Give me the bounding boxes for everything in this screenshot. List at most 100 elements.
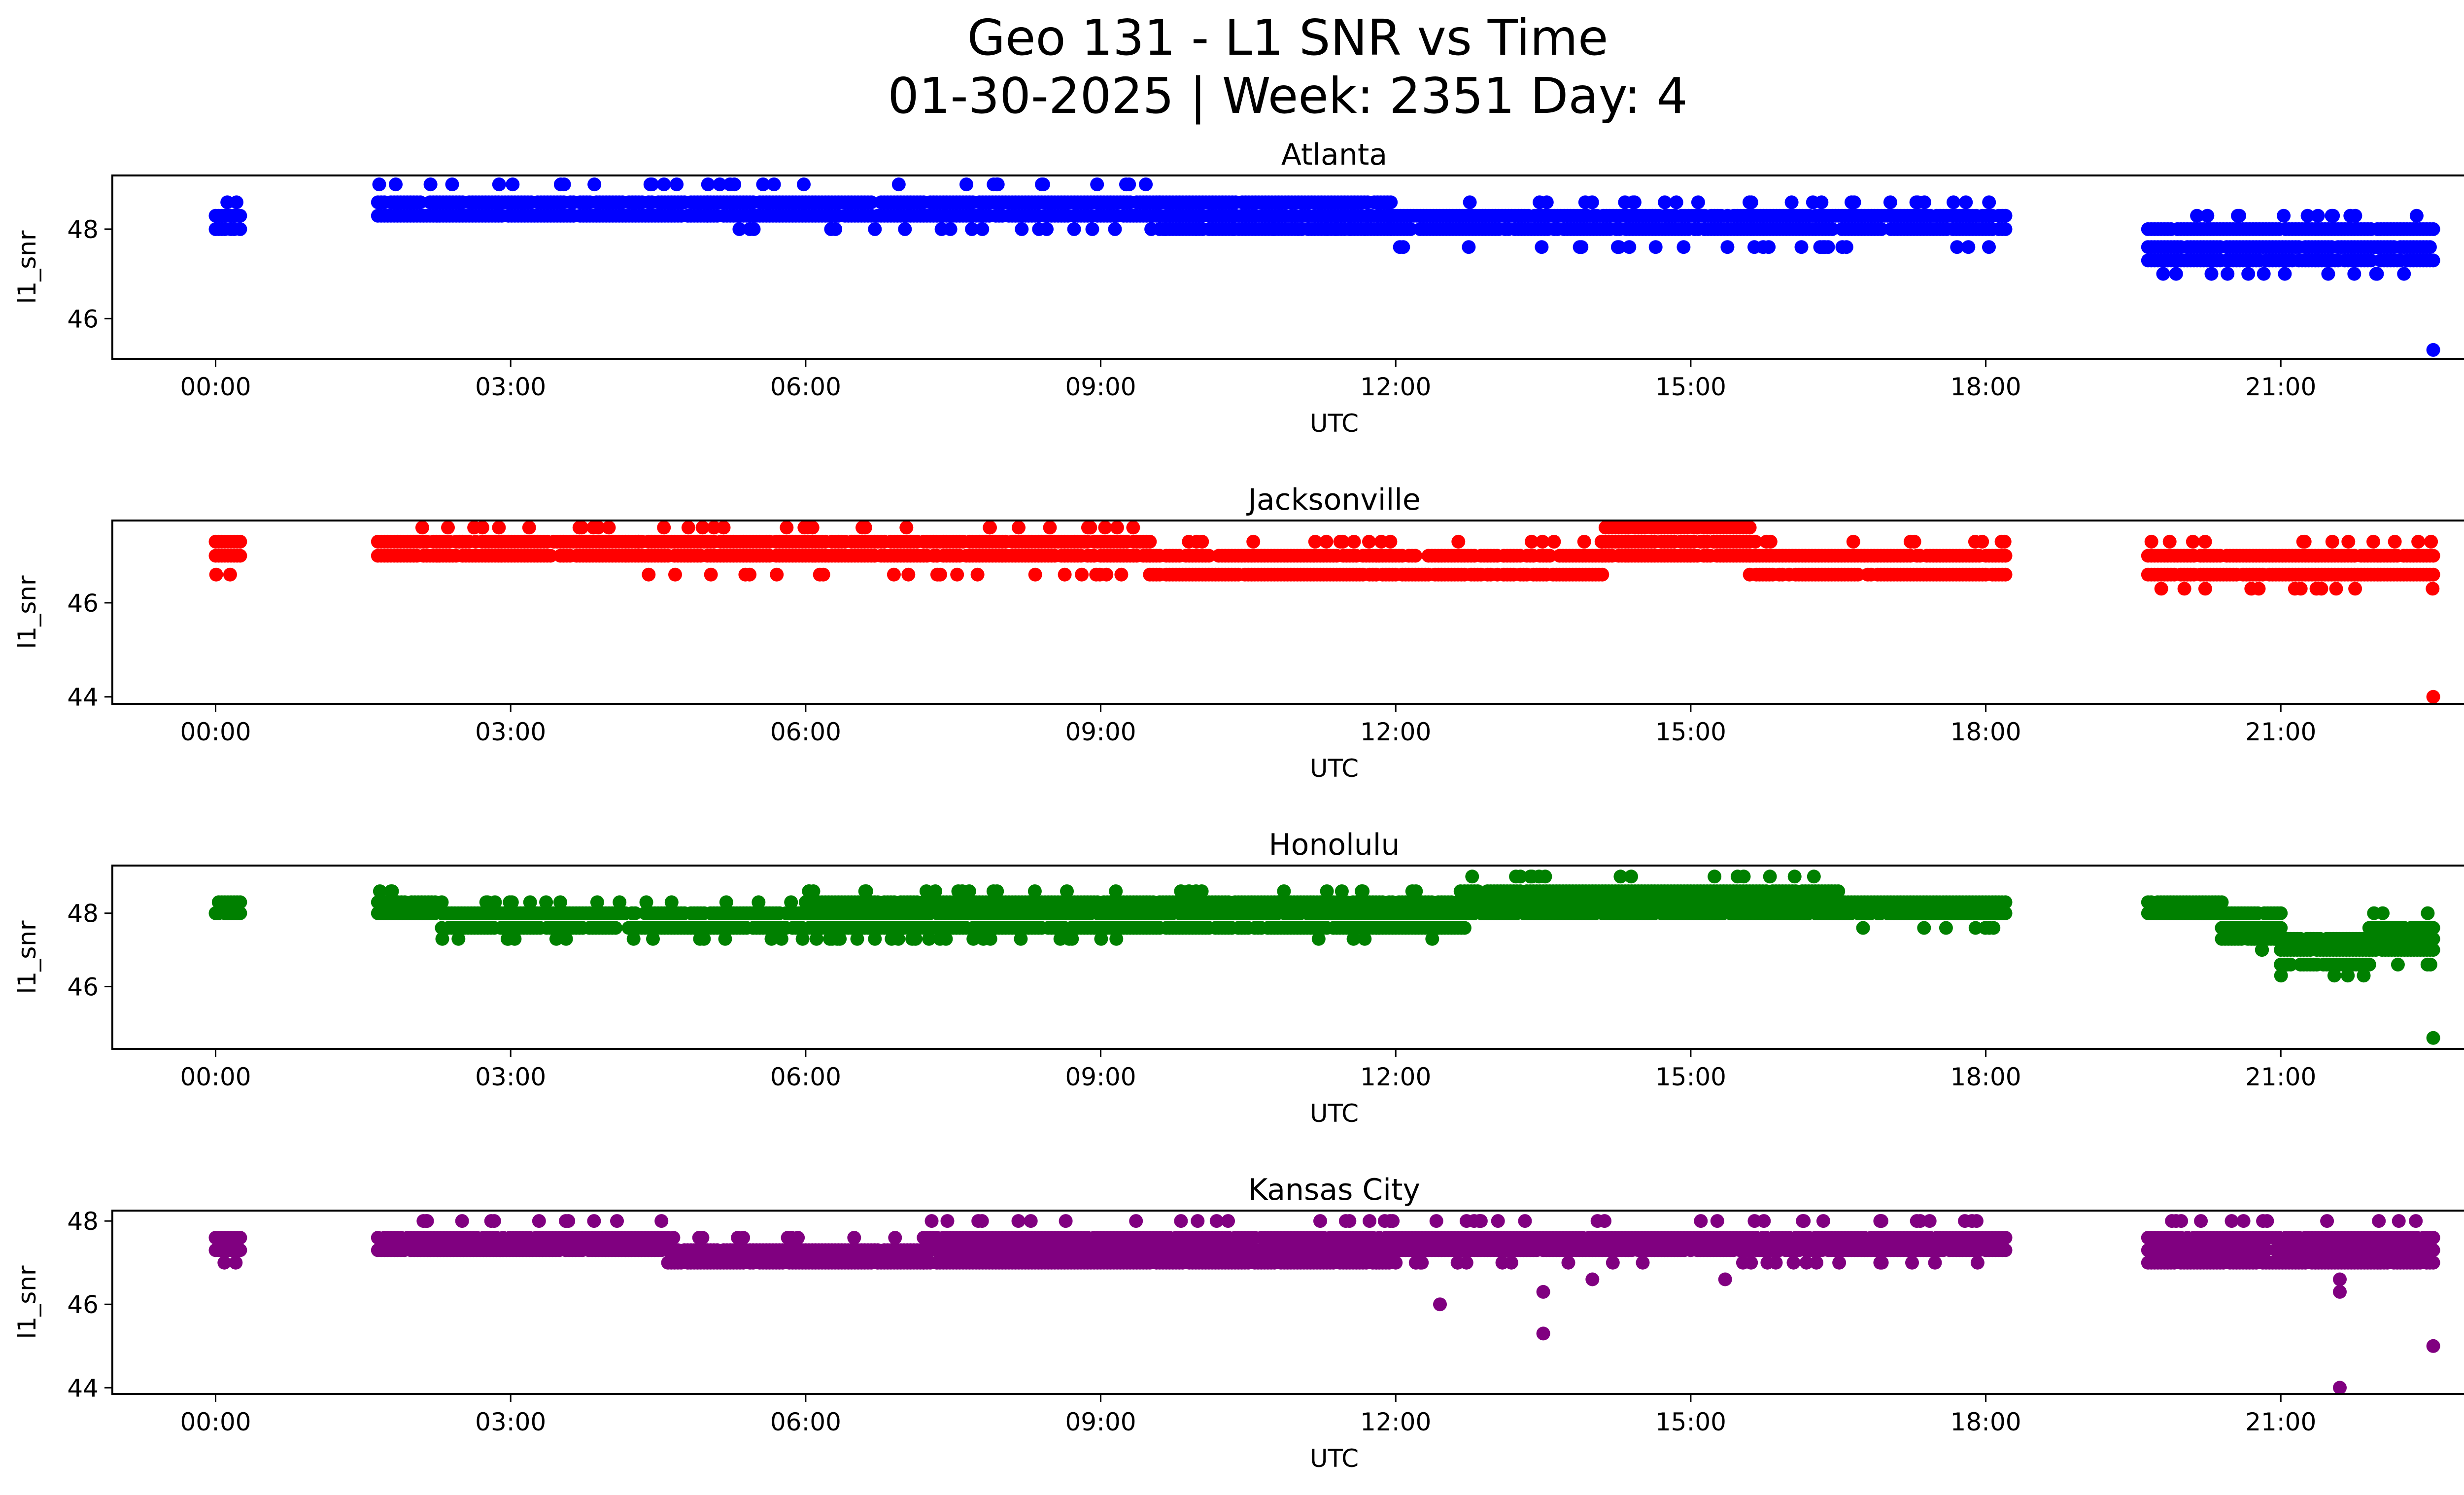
data-point: [2426, 567, 2440, 582]
subplot-title: Honolulu: [1269, 828, 1400, 862]
data-point: [1509, 869, 1523, 884]
data-point: [1109, 932, 1124, 946]
data-point: [1346, 932, 1361, 946]
data-point: [233, 1243, 247, 1257]
data-point: [822, 932, 837, 946]
data-point: [2423, 240, 2437, 254]
data-point: [858, 521, 872, 535]
data-point: [1227, 222, 1241, 236]
data-point: [2341, 969, 2355, 983]
data-point: [2144, 534, 2158, 549]
data-point: [1658, 195, 1672, 209]
data-point: [2327, 969, 2341, 983]
data-point: [939, 932, 953, 946]
data-point: [2343, 209, 2358, 223]
data-point: [2321, 267, 2335, 281]
data-point: [707, 521, 721, 535]
data-point: [1358, 222, 1372, 236]
axes-frame: [111, 520, 2464, 705]
data-point: [695, 521, 710, 535]
subplot-title: Atlanta: [1281, 138, 1387, 172]
data-point: [1807, 869, 1821, 884]
data-point: [1246, 534, 1261, 549]
data-point: [602, 521, 616, 535]
data-point: [646, 932, 660, 946]
x-tick-label: 21:00: [2245, 1063, 2316, 1091]
data-point: [557, 177, 571, 192]
data-point: [966, 932, 981, 946]
x-tick-label: 06:00: [770, 1063, 841, 1091]
data-point: [767, 177, 781, 192]
data-point: [587, 177, 602, 192]
data-point: [1648, 240, 1663, 254]
x-tick-label: 15:00: [1655, 373, 1726, 401]
data-point: [888, 1231, 902, 1245]
data-point: [2198, 534, 2212, 549]
data-point: [508, 932, 522, 946]
x-tick-label: 12:00: [1360, 718, 1431, 746]
data-point: [1291, 222, 1305, 236]
data-point: [1825, 222, 1839, 236]
data-point: [695, 1231, 710, 1245]
data-point: [887, 567, 901, 582]
data-point: [1060, 884, 1074, 899]
data-point: [1383, 534, 1398, 549]
x-tick-label: 09:00: [1065, 1063, 1136, 1091]
data-point: [626, 932, 641, 946]
x-tick-label: 09:00: [1065, 373, 1136, 401]
data-point: [1961, 240, 1976, 254]
data-point: [1109, 884, 1123, 899]
data-point: [590, 895, 604, 909]
data-point: [868, 932, 882, 946]
data-point: [1083, 521, 1097, 535]
data-point: [544, 549, 558, 563]
data-point: [1903, 534, 1917, 549]
data-point: [1917, 921, 1931, 935]
data-point: [1874, 222, 1888, 236]
data-point: [809, 932, 823, 946]
data-point: [1189, 884, 1203, 899]
data-point: [1784, 195, 1799, 209]
data-point: [2215, 895, 2229, 909]
data-point: [645, 177, 659, 192]
data-point: [1998, 906, 2013, 920]
y-tick-label: 44: [67, 683, 99, 712]
data-point: [713, 177, 727, 192]
data-point: [2154, 582, 2168, 596]
data-point: [1335, 884, 1349, 899]
data-point: [373, 884, 387, 899]
data-point: [847, 1231, 861, 1245]
data-point: [962, 884, 976, 899]
data-point: [1320, 222, 1334, 236]
data-point: [833, 932, 847, 946]
data-point: [1333, 534, 1347, 549]
data-point: [2296, 534, 2310, 549]
x-tick-label: 18:00: [1951, 373, 2021, 401]
data-point: [668, 567, 682, 582]
data-point: [2357, 969, 2371, 983]
data-point: [230, 195, 243, 209]
data-point: [1012, 521, 1026, 535]
data-point: [1266, 222, 1281, 236]
data-point: [859, 884, 873, 899]
data-point: [420, 1214, 434, 1228]
data-point: [1463, 195, 1477, 209]
data-point: [1968, 534, 1982, 549]
data-point: [899, 521, 914, 535]
data-point: [2329, 582, 2343, 596]
data-point: [1408, 549, 1423, 563]
x-tick-label: 18:00: [1951, 718, 2021, 746]
data-point: [209, 567, 223, 582]
data-point: [2177, 582, 2191, 596]
data-point: [780, 521, 794, 535]
data-point: [1308, 534, 1322, 549]
data-point: [1110, 521, 1124, 535]
scatter-points: [208, 521, 2440, 704]
data-point: [561, 1214, 576, 1228]
data-point: [824, 222, 838, 236]
data-point: [1525, 534, 1539, 549]
data-point: [2204, 267, 2219, 281]
data-point: [2156, 267, 2170, 281]
